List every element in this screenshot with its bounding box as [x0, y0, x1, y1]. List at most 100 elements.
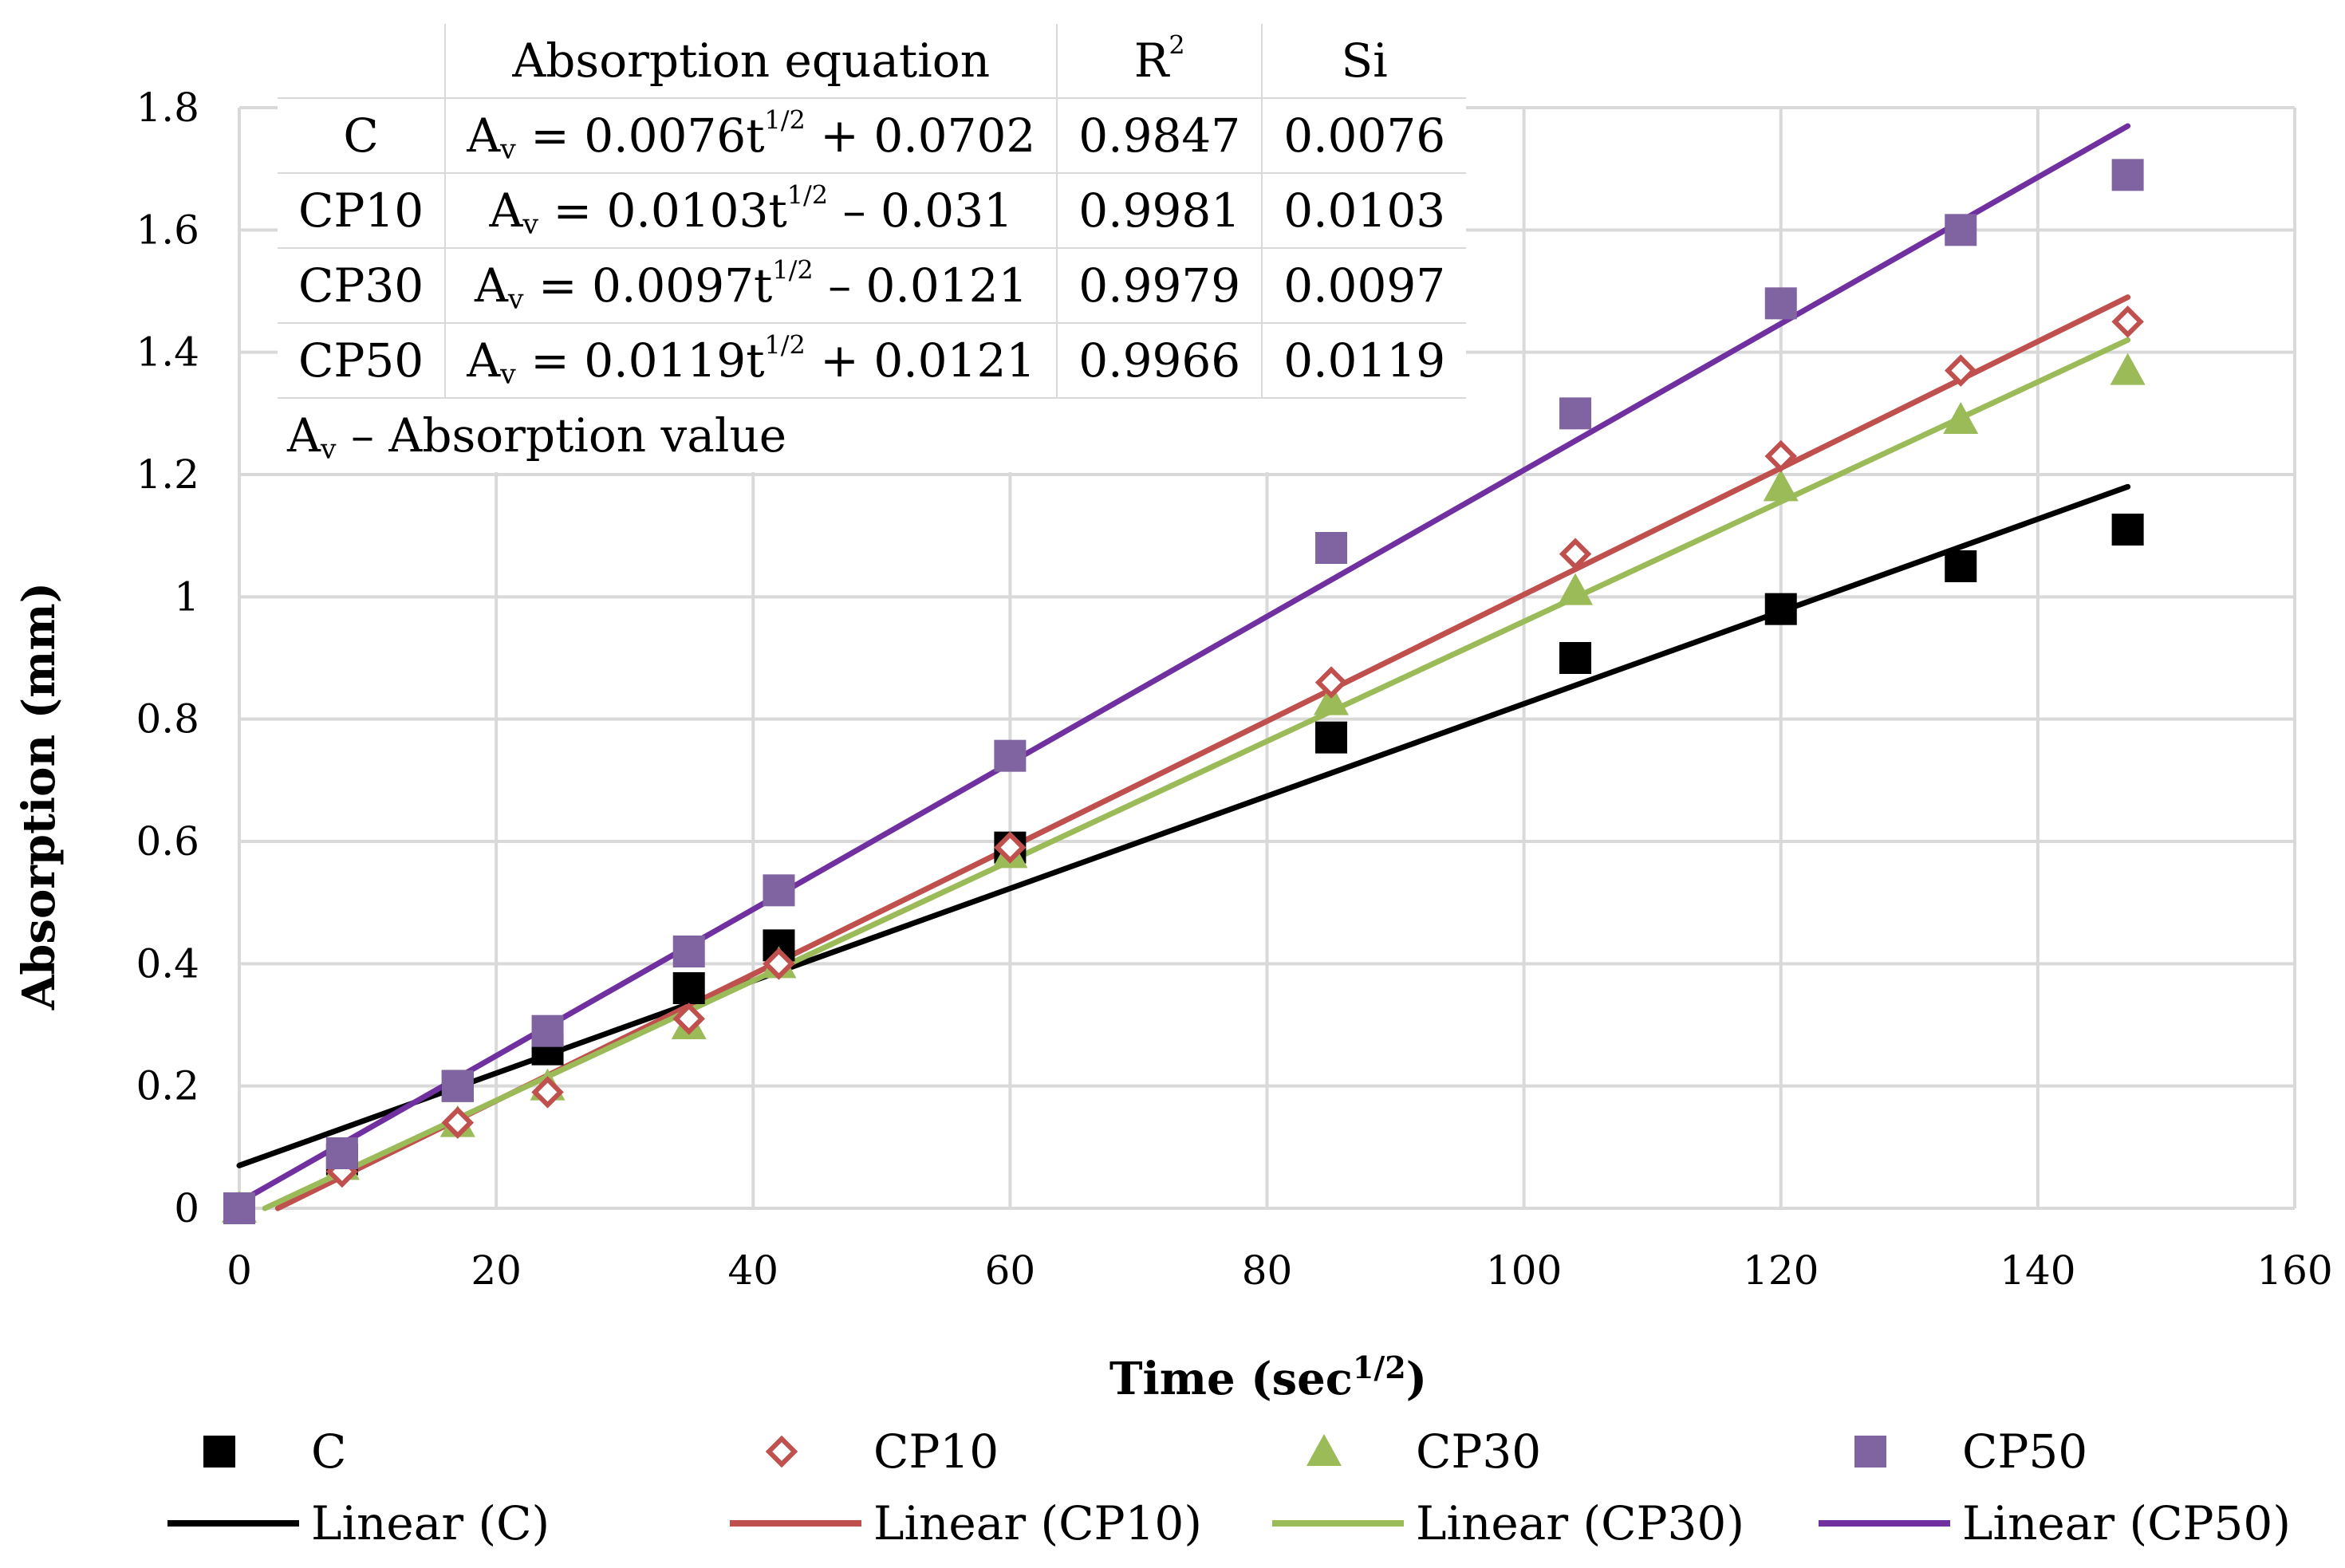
table-row: CP30 Av = 0.0097t1/2 – 0.0121 0.9979 0.0…	[278, 248, 1467, 324]
point-cp10	[1559, 538, 1592, 570]
row-equation: Av = 0.0076t1/2 + 0.0702	[445, 98, 1058, 174]
point-cp30	[1763, 469, 1799, 502]
point-cp30	[1558, 573, 1594, 605]
x-tick-label: 160	[2256, 1247, 2332, 1294]
row-equation: Av = 0.0097t1/2 – 0.0121	[445, 248, 1058, 324]
x-tick-label: 140	[2000, 1247, 2075, 1294]
row-sample: CP10	[278, 173, 447, 249]
trendlines	[236, 123, 2131, 1211]
row-equation: Av = 0.0103t1/2 – 0.031	[445, 173, 1058, 249]
table-row: C Av = 0.0076t1/2 + 0.0702 0.9847 0.0076	[278, 98, 1467, 174]
y-tick-label: 1.2	[136, 451, 199, 498]
point-cp10	[1314, 666, 1348, 699]
point-cp50	[763, 874, 795, 907]
y-tick-label: 0.2	[136, 1063, 199, 1109]
point-cp50	[325, 1137, 358, 1169]
y-tick-label: 1	[174, 573, 199, 620]
point-cp10	[763, 947, 795, 980]
point-cp50	[531, 1014, 564, 1047]
legend-marker-cp50	[1854, 1436, 1886, 1468]
row-si: 0.0103	[1262, 173, 1467, 249]
x-tick-label: 40	[727, 1247, 778, 1294]
point-cp50	[223, 1192, 255, 1224]
row-si: 0.0097	[1262, 248, 1467, 324]
table-row: CP10 Av = 0.0103t1/2 – 0.031 0.9981 0.01…	[278, 173, 1467, 249]
header-si: Si	[1262, 24, 1467, 99]
legend-fit-label-c: Linear (C)	[311, 1496, 550, 1550]
row-sample: C	[278, 98, 447, 174]
row-r2: 0.9981	[1057, 173, 1263, 249]
x-axis-ticks: 0 20 40 60 80 100 120 140 160	[227, 1247, 2333, 1294]
legend-fit-label-cp30: Linear (CP30)	[1416, 1496, 1744, 1550]
row-si: 0.0119	[1262, 323, 1467, 399]
point-cp10	[2111, 305, 2144, 338]
y-tick-label: 0.6	[136, 818, 199, 865]
row-r2: 0.9966	[1057, 323, 1263, 399]
point-c	[672, 972, 705, 1004]
table-row: CP50 Av = 0.0119t1/2 + 0.0121 0.9966 0.0…	[278, 323, 1467, 399]
point-cp50	[994, 739, 1027, 772]
row-r2: 0.9979	[1057, 248, 1263, 324]
legend: C Linear (C) CP10 Linear (CP10) CP30 Linear (…	[168, 1424, 2291, 1550]
y-tick-label: 0.8	[136, 696, 199, 743]
point-cp50	[1315, 532, 1348, 564]
point-cp50	[2111, 159, 2144, 191]
point-cp10	[531, 1076, 564, 1109]
row-sample: CP50	[278, 323, 447, 399]
point-cp50	[1559, 397, 1592, 430]
header-equation: Absorption equation	[445, 24, 1058, 99]
y-tick-label: 1.8	[136, 85, 199, 131]
row-sample: CP30	[278, 248, 447, 324]
header-blank	[278, 24, 447, 99]
point-cp10	[994, 831, 1027, 864]
point-cp30	[1943, 402, 1979, 434]
y-tick-label: 0	[174, 1185, 199, 1231]
point-cp10	[1944, 354, 1977, 387]
x-tick-label: 0	[227, 1247, 252, 1294]
table-note-row: Av – Absorption value	[278, 398, 1466, 472]
row-r2: 0.9847	[1057, 98, 1263, 174]
trendline-cp30	[262, 337, 2131, 1211]
header-r2: R2	[1057, 24, 1263, 99]
point-cp30	[2110, 353, 2146, 385]
point-c	[1945, 550, 1977, 582]
point-c	[2111, 514, 2144, 546]
legend-marker-cp30	[1306, 1434, 1342, 1466]
y-axis-title: Absorption (mm)	[13, 582, 65, 1011]
legend-marker-cp10	[765, 1435, 798, 1468]
point-c	[1764, 593, 1797, 625]
legend-label-cp30: CP30	[1416, 1424, 1541, 1479]
data-points	[222, 159, 2146, 1225]
x-tick-label: 60	[985, 1247, 1036, 1294]
y-tick-label: 0.4	[136, 940, 199, 987]
point-c	[1315, 721, 1348, 754]
point-cp50	[1764, 287, 1797, 320]
trendline-c	[236, 483, 2131, 1168]
point-cp50	[672, 936, 705, 967]
x-tick-label: 120	[1743, 1247, 1819, 1294]
row-si: 0.0076	[1262, 98, 1467, 174]
point-c	[1559, 642, 1592, 674]
legend-marker-c	[203, 1436, 235, 1468]
row-equation: Av = 0.0119t1/2 + 0.0121	[445, 323, 1058, 399]
legend-label-cp10: CP10	[873, 1424, 999, 1479]
equation-table: Absorption equation R2 Si C Av = 0.0076t…	[278, 24, 1467, 472]
x-axis-title: Time (sec1/2)	[1109, 1349, 1427, 1405]
legend-label-c: C	[311, 1424, 346, 1479]
point-cp10	[1764, 439, 1797, 473]
point-cp10	[672, 1003, 705, 1035]
y-tick-label: 1.4	[136, 329, 199, 376]
table-note: Av – Absorption value	[287, 408, 787, 466]
y-axis-ticks: 0 0.2 0.4 0.6 0.8 1 1.2 1.4 1.6 1.8	[136, 85, 199, 1231]
point-cp50	[1945, 214, 1977, 246]
point-cp50	[441, 1070, 474, 1102]
legend-fit-label-cp50: Linear (CP50)	[1962, 1496, 2291, 1550]
point-cp30	[1314, 683, 1350, 715]
equation-table-header: Absorption equation R2 Si	[278, 24, 1467, 99]
x-tick-label: 100	[1486, 1247, 1562, 1294]
x-tick-label: 20	[471, 1247, 522, 1294]
x-tick-label: 80	[1242, 1247, 1293, 1294]
y-tick-label: 1.6	[136, 207, 199, 253]
legend-fit-label-cp10: Linear (CP10)	[873, 1496, 1202, 1550]
